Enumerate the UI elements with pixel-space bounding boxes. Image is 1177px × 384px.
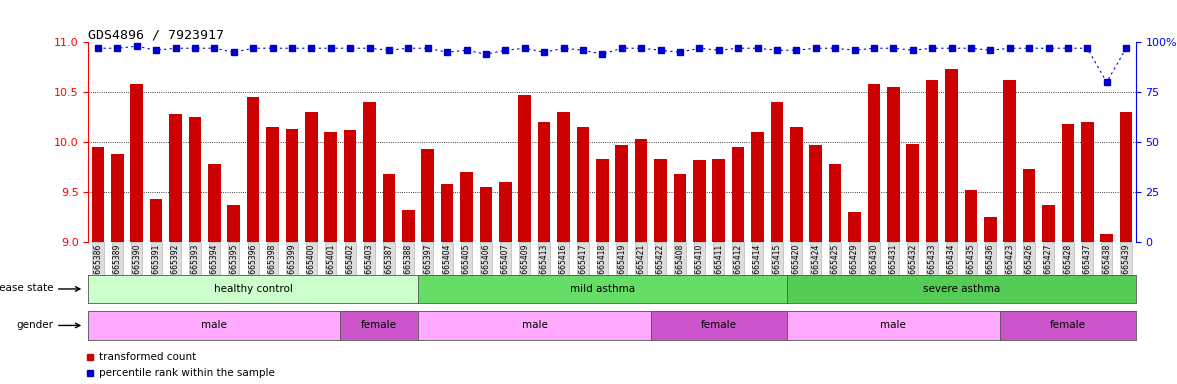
Bar xyxy=(149,199,162,242)
Bar xyxy=(771,102,783,242)
Bar xyxy=(266,127,279,242)
Text: disease state: disease state xyxy=(0,283,53,293)
Bar xyxy=(403,210,414,242)
Bar xyxy=(596,159,609,242)
Text: female: female xyxy=(361,320,398,331)
Bar xyxy=(247,97,259,242)
Bar xyxy=(208,164,220,242)
Bar xyxy=(557,112,570,242)
Text: severe asthma: severe asthma xyxy=(923,284,999,294)
Bar xyxy=(673,174,686,242)
Bar xyxy=(364,102,375,242)
Bar xyxy=(867,84,880,242)
Bar xyxy=(829,164,842,242)
Bar xyxy=(654,159,667,242)
Bar xyxy=(1119,112,1132,242)
Bar xyxy=(286,129,298,242)
Text: male: male xyxy=(880,320,906,331)
Bar xyxy=(499,182,512,242)
Bar xyxy=(538,122,551,242)
Bar xyxy=(169,114,182,242)
Bar xyxy=(325,132,337,242)
Bar xyxy=(383,174,395,242)
Bar xyxy=(111,154,124,242)
Bar xyxy=(1100,234,1113,242)
Bar xyxy=(441,184,453,242)
Text: healthy control: healthy control xyxy=(214,284,293,294)
Bar xyxy=(849,212,860,242)
Bar xyxy=(712,159,725,242)
Bar xyxy=(1080,122,1093,242)
Text: male: male xyxy=(201,320,227,331)
Bar xyxy=(1004,80,1016,242)
Bar xyxy=(693,160,706,242)
Bar xyxy=(1023,169,1036,242)
Bar xyxy=(1042,205,1055,242)
Text: mild asthma: mild asthma xyxy=(570,284,634,294)
Bar xyxy=(926,80,938,242)
Text: percentile rank within the sample: percentile rank within the sample xyxy=(99,368,274,378)
Bar xyxy=(92,147,105,242)
Bar xyxy=(810,145,822,242)
Bar xyxy=(227,205,240,242)
Bar xyxy=(421,149,434,242)
Bar xyxy=(790,127,803,242)
Bar xyxy=(887,87,899,242)
Bar xyxy=(616,145,629,242)
Text: transformed count: transformed count xyxy=(99,352,195,362)
Bar xyxy=(634,139,647,242)
Text: female: female xyxy=(700,320,737,331)
Bar xyxy=(732,147,744,242)
Bar xyxy=(577,127,590,242)
Text: female: female xyxy=(1050,320,1086,331)
Bar xyxy=(984,217,997,242)
Bar xyxy=(480,187,492,242)
Bar xyxy=(188,117,201,242)
Text: gender: gender xyxy=(16,320,53,330)
Bar xyxy=(305,112,318,242)
Bar xyxy=(344,130,357,242)
Bar xyxy=(751,132,764,242)
Text: male: male xyxy=(521,320,547,331)
Bar xyxy=(906,144,919,242)
Bar xyxy=(518,95,531,242)
Bar xyxy=(965,190,977,242)
Bar xyxy=(945,69,958,242)
Bar xyxy=(1062,124,1075,242)
Bar xyxy=(131,84,144,242)
Bar xyxy=(460,172,473,242)
Text: GDS4896 / 7923917: GDS4896 / 7923917 xyxy=(88,28,225,41)
